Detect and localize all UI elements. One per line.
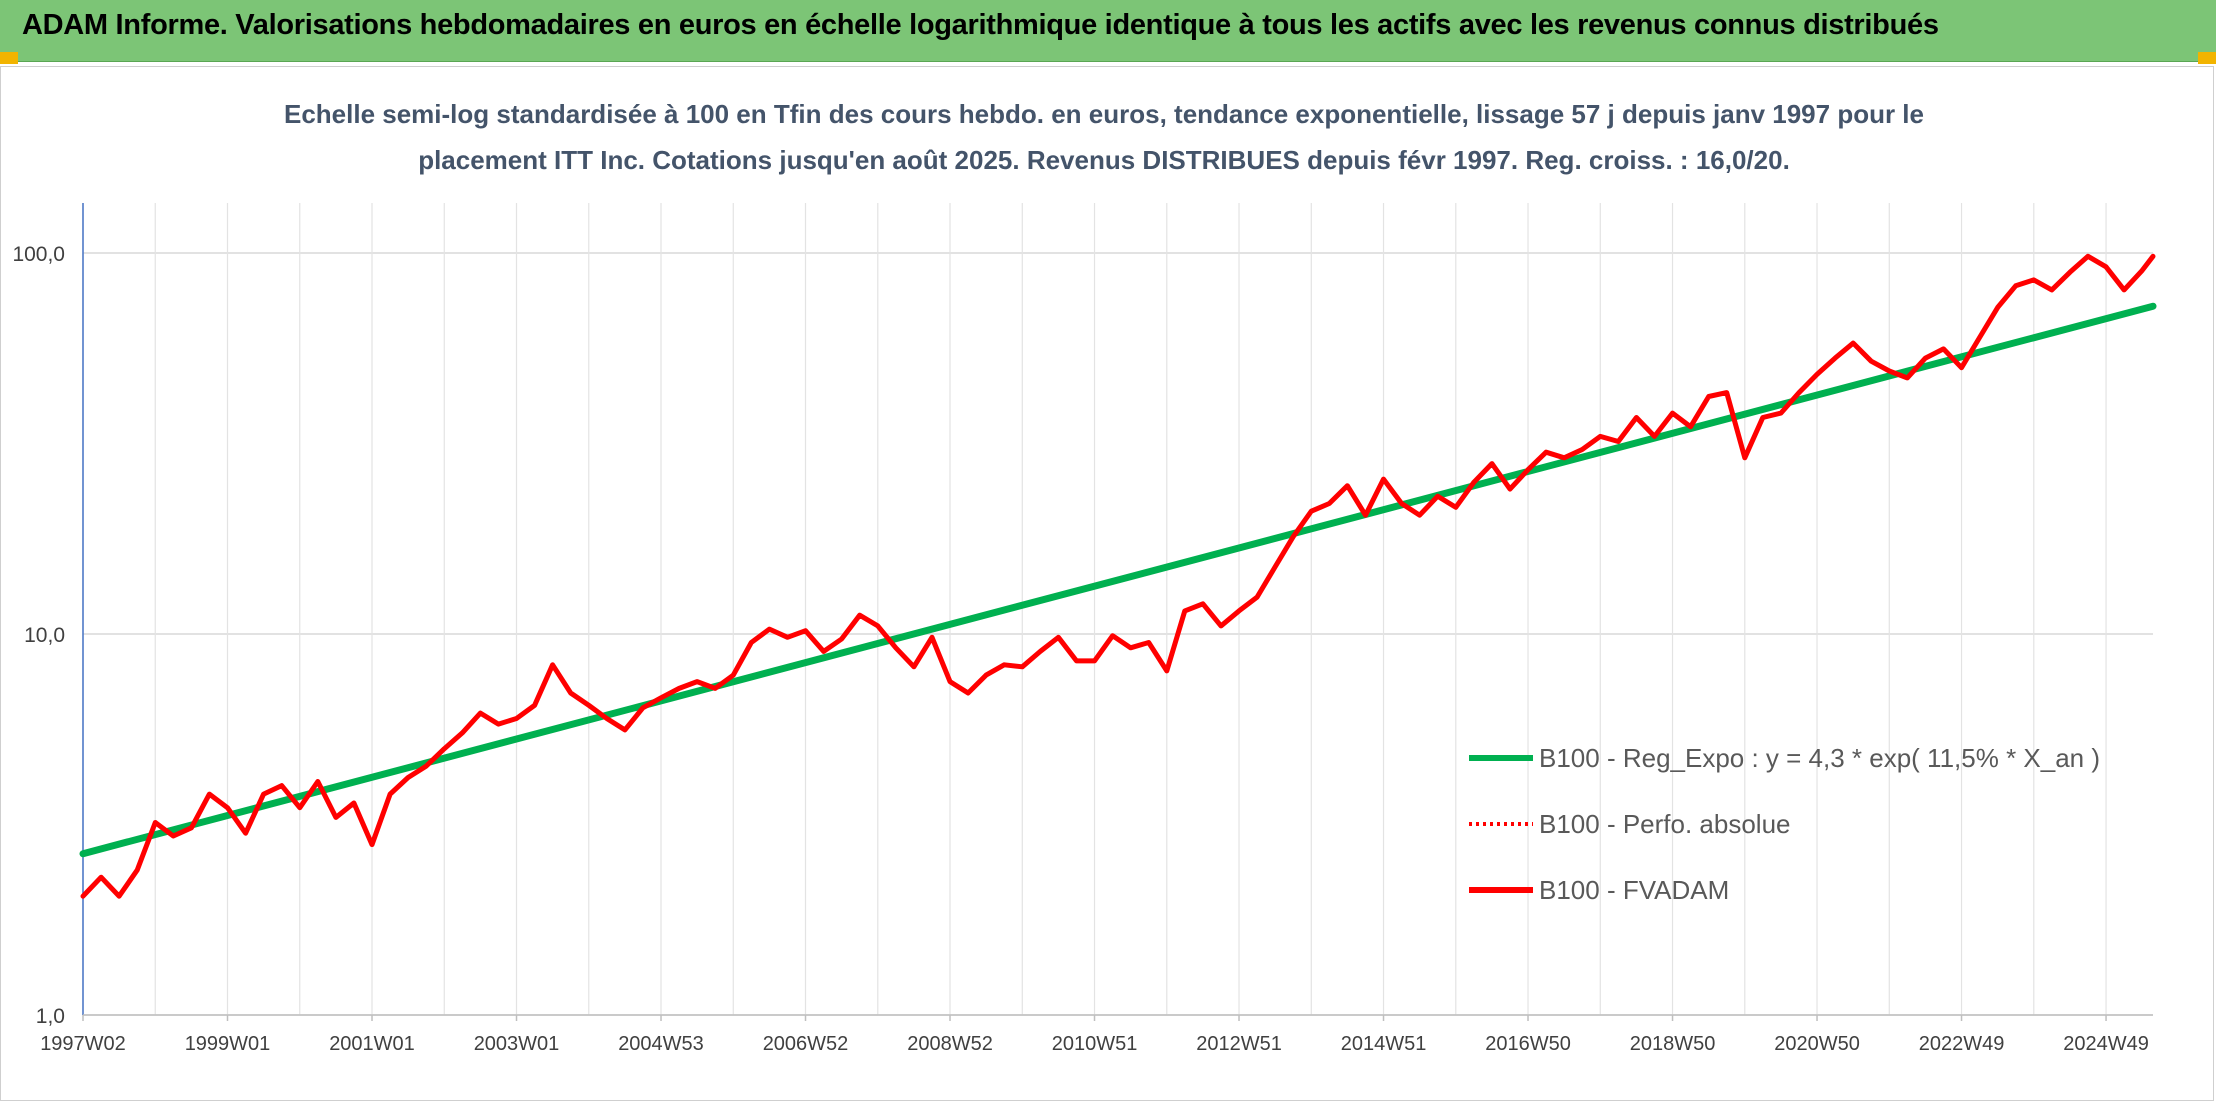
chart-title-line-2: placement ITT Inc. Cotations jusqu'en ao… (418, 145, 1790, 175)
chart-area: 1,0 10,0 100,0 1997W02 1999W01 2001W01 2003W01… (0, 66, 2214, 1101)
chart-title-line-1: Echelle semi-log standardisée à 100 en T… (284, 99, 1924, 129)
x-tick-label: 2001W01 (329, 1033, 415, 1055)
y-tick-label: 10,0 (24, 624, 65, 647)
axes (82, 203, 2153, 1021)
legend-label: B100 - Reg_Expo : y = 4,3 * exp( 11,5% *… (1539, 743, 2100, 773)
x-tick-label: 2006W52 (763, 1033, 849, 1055)
chart-title: Echelle semi-log standardisée à 100 en T… (284, 99, 1924, 175)
x-tick-label: 1997W02 (40, 1033, 126, 1055)
tick-labels: 1,0 10,0 100,0 1997W02 1999W01 2001W01 2003W01… (12, 243, 2148, 1055)
y-tick-label: 1,0 (36, 1005, 65, 1028)
y-tick-label: 100,0 (12, 243, 65, 266)
report-title: ADAM Informe. Valorisations hebdomadaire… (22, 9, 1939, 41)
legend-entry: B100 - Perfo. absolue (1469, 809, 1791, 839)
x-tick-label: 2014W51 (1341, 1033, 1427, 1055)
legend: B100 - Reg_Expo : y = 4,3 * exp( 11,5% *… (1469, 743, 2100, 905)
series-lines (79, 253, 2157, 899)
legend-label: B100 - FVADAM (1539, 875, 1729, 905)
grid-lines (82, 203, 2153, 1016)
x-tick-label: 2024W49 (2063, 1033, 2149, 1055)
legend-label: B100 - Perfo. absolue (1539, 809, 1791, 839)
series-line (80, 253, 2156, 899)
legend-entry: B100 - Reg_Expo : y = 4,3 * exp( 11,5% *… (1469, 743, 2100, 773)
corner-marker-right (2198, 52, 2216, 64)
x-tick-label: 2018W50 (1630, 1033, 1716, 1055)
x-tick-label: 1999W01 (185, 1033, 271, 1055)
x-tick-label: 2012W51 (1196, 1033, 1282, 1055)
x-tick-label: 2008W52 (907, 1033, 993, 1055)
corner-marker-left (0, 52, 18, 64)
x-tick-label: 2004W53 (618, 1033, 704, 1055)
x-tick-label: 2003W01 (474, 1033, 560, 1055)
legend-entry: B100 - FVADAM (1469, 875, 1729, 905)
line-chart: 1,0 10,0 100,0 1997W02 1999W01 2001W01 2003W01… (12, 99, 2157, 1055)
x-tick-label: 2010W51 (1052, 1033, 1138, 1055)
x-tick-label: 2022W49 (1919, 1033, 2005, 1055)
x-tick-label: 2020W50 (1774, 1033, 1860, 1055)
x-tick-label: 2016W50 (1485, 1033, 1571, 1055)
report-title-banner: ADAM Informe. Valorisations hebdomadaire… (0, 0, 2216, 62)
